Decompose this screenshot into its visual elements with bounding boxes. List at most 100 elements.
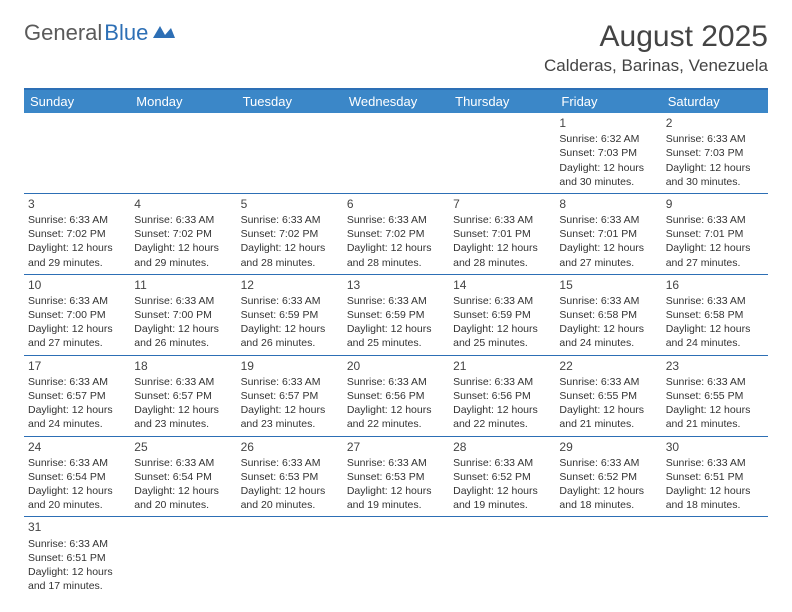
sunset-text: Sunset: 7:02 PM bbox=[134, 227, 232, 241]
daylight-text: and 23 minutes. bbox=[241, 417, 339, 431]
day-number: 10 bbox=[28, 277, 126, 293]
daylight-text: Daylight: 12 hours bbox=[241, 241, 339, 255]
sunset-text: Sunset: 7:03 PM bbox=[559, 146, 657, 160]
day-header: Thursday bbox=[449, 90, 555, 113]
calendar-week: 10Sunrise: 6:33 AMSunset: 7:00 PMDayligh… bbox=[24, 275, 768, 356]
sunrise-text: Sunrise: 6:33 AM bbox=[666, 294, 764, 308]
day-number: 30 bbox=[666, 439, 764, 455]
sunrise-text: Sunrise: 6:33 AM bbox=[453, 213, 551, 227]
logo-flag-icon bbox=[153, 24, 175, 40]
calendar-cell: 9Sunrise: 6:33 AMSunset: 7:01 PMDaylight… bbox=[662, 194, 768, 274]
calendar-cell: 3Sunrise: 6:33 AMSunset: 7:02 PMDaylight… bbox=[24, 194, 130, 274]
sunset-text: Sunset: 7:00 PM bbox=[134, 308, 232, 322]
sunset-text: Sunset: 6:59 PM bbox=[453, 308, 551, 322]
calendar-cell: 21Sunrise: 6:33 AMSunset: 6:56 PMDayligh… bbox=[449, 356, 555, 436]
day-number: 14 bbox=[453, 277, 551, 293]
sunrise-text: Sunrise: 6:33 AM bbox=[28, 537, 126, 551]
day-header: Saturday bbox=[662, 90, 768, 113]
day-number: 26 bbox=[241, 439, 339, 455]
sunset-text: Sunset: 6:56 PM bbox=[453, 389, 551, 403]
daylight-text: and 27 minutes. bbox=[666, 256, 764, 270]
daylight-text: Daylight: 12 hours bbox=[453, 403, 551, 417]
sunrise-text: Sunrise: 6:33 AM bbox=[241, 294, 339, 308]
daylight-text: Daylight: 12 hours bbox=[559, 322, 657, 336]
sunset-text: Sunset: 7:02 PM bbox=[241, 227, 339, 241]
daylight-text: and 20 minutes. bbox=[134, 498, 232, 512]
sunrise-text: Sunrise: 6:33 AM bbox=[241, 375, 339, 389]
day-number: 29 bbox=[559, 439, 657, 455]
day-number: 22 bbox=[559, 358, 657, 374]
sunset-text: Sunset: 6:53 PM bbox=[347, 470, 445, 484]
daylight-text: Daylight: 12 hours bbox=[666, 161, 764, 175]
day-number: 4 bbox=[134, 196, 232, 212]
daylight-text: Daylight: 12 hours bbox=[453, 322, 551, 336]
daylight-text: Daylight: 12 hours bbox=[134, 322, 232, 336]
daylight-text: and 25 minutes. bbox=[453, 336, 551, 350]
daylight-text: and 26 minutes. bbox=[134, 336, 232, 350]
day-header: Sunday bbox=[24, 90, 130, 113]
calendar-cell: 7Sunrise: 6:33 AMSunset: 7:01 PMDaylight… bbox=[449, 194, 555, 274]
calendar-cell: 12Sunrise: 6:33 AMSunset: 6:59 PMDayligh… bbox=[237, 275, 343, 355]
weeks-container: 1Sunrise: 6:32 AMSunset: 7:03 PMDaylight… bbox=[24, 113, 768, 597]
sunset-text: Sunset: 6:53 PM bbox=[241, 470, 339, 484]
sunset-text: Sunset: 6:59 PM bbox=[347, 308, 445, 322]
daylight-text: and 23 minutes. bbox=[134, 417, 232, 431]
calendar-week: 3Sunrise: 6:33 AMSunset: 7:02 PMDaylight… bbox=[24, 194, 768, 275]
sunrise-text: Sunrise: 6:33 AM bbox=[666, 132, 764, 146]
sunrise-text: Sunrise: 6:33 AM bbox=[347, 456, 445, 470]
daylight-text: Daylight: 12 hours bbox=[134, 484, 232, 498]
calendar-cell-empty bbox=[130, 517, 236, 597]
title-block: August 2025 Calderas, Barinas, Venezuela bbox=[544, 20, 768, 76]
day-header-row: Sunday Monday Tuesday Wednesday Thursday… bbox=[24, 90, 768, 113]
daylight-text: and 28 minutes. bbox=[241, 256, 339, 270]
daylight-text: Daylight: 12 hours bbox=[28, 403, 126, 417]
daylight-text: Daylight: 12 hours bbox=[347, 484, 445, 498]
day-number: 13 bbox=[347, 277, 445, 293]
sunset-text: Sunset: 6:55 PM bbox=[559, 389, 657, 403]
calendar-cell-empty bbox=[662, 517, 768, 597]
daylight-text: Daylight: 12 hours bbox=[28, 241, 126, 255]
calendar-week: 17Sunrise: 6:33 AMSunset: 6:57 PMDayligh… bbox=[24, 356, 768, 437]
sunrise-text: Sunrise: 6:33 AM bbox=[28, 456, 126, 470]
calendar-cell-empty bbox=[130, 113, 236, 193]
daylight-text: Daylight: 12 hours bbox=[28, 322, 126, 336]
daylight-text: Daylight: 12 hours bbox=[347, 403, 445, 417]
daylight-text: Daylight: 12 hours bbox=[134, 241, 232, 255]
sunrise-text: Sunrise: 6:33 AM bbox=[347, 294, 445, 308]
day-number: 27 bbox=[347, 439, 445, 455]
calendar-cell: 25Sunrise: 6:33 AMSunset: 6:54 PMDayligh… bbox=[130, 437, 236, 517]
daylight-text: Daylight: 12 hours bbox=[559, 161, 657, 175]
sunrise-text: Sunrise: 6:33 AM bbox=[453, 375, 551, 389]
daylight-text: and 29 minutes. bbox=[28, 256, 126, 270]
sunset-text: Sunset: 6:57 PM bbox=[28, 389, 126, 403]
calendar-cell: 13Sunrise: 6:33 AMSunset: 6:59 PMDayligh… bbox=[343, 275, 449, 355]
sunrise-text: Sunrise: 6:33 AM bbox=[28, 375, 126, 389]
day-header: Tuesday bbox=[237, 90, 343, 113]
daylight-text: Daylight: 12 hours bbox=[241, 403, 339, 417]
day-number: 28 bbox=[453, 439, 551, 455]
daylight-text: and 28 minutes. bbox=[347, 256, 445, 270]
daylight-text: and 28 minutes. bbox=[453, 256, 551, 270]
day-number: 16 bbox=[666, 277, 764, 293]
daylight-text: and 24 minutes. bbox=[28, 417, 126, 431]
daylight-text: Daylight: 12 hours bbox=[28, 484, 126, 498]
daylight-text: and 21 minutes. bbox=[559, 417, 657, 431]
daylight-text: Daylight: 12 hours bbox=[347, 322, 445, 336]
daylight-text: and 18 minutes. bbox=[559, 498, 657, 512]
day-header: Friday bbox=[555, 90, 661, 113]
sunset-text: Sunset: 6:54 PM bbox=[28, 470, 126, 484]
calendar-cell: 17Sunrise: 6:33 AMSunset: 6:57 PMDayligh… bbox=[24, 356, 130, 436]
daylight-text: Daylight: 12 hours bbox=[559, 403, 657, 417]
calendar-cell-empty bbox=[449, 517, 555, 597]
calendar-cell-empty bbox=[343, 517, 449, 597]
calendar-cell: 6Sunrise: 6:33 AMSunset: 7:02 PMDaylight… bbox=[343, 194, 449, 274]
calendar-cell-empty bbox=[237, 113, 343, 193]
day-number: 19 bbox=[241, 358, 339, 374]
calendar-cell: 18Sunrise: 6:33 AMSunset: 6:57 PMDayligh… bbox=[130, 356, 236, 436]
sunrise-text: Sunrise: 6:33 AM bbox=[559, 294, 657, 308]
sunrise-text: Sunrise: 6:33 AM bbox=[453, 456, 551, 470]
sunrise-text: Sunrise: 6:33 AM bbox=[134, 294, 232, 308]
sunrise-text: Sunrise: 6:33 AM bbox=[666, 375, 764, 389]
day-number: 21 bbox=[453, 358, 551, 374]
sunset-text: Sunset: 6:54 PM bbox=[134, 470, 232, 484]
